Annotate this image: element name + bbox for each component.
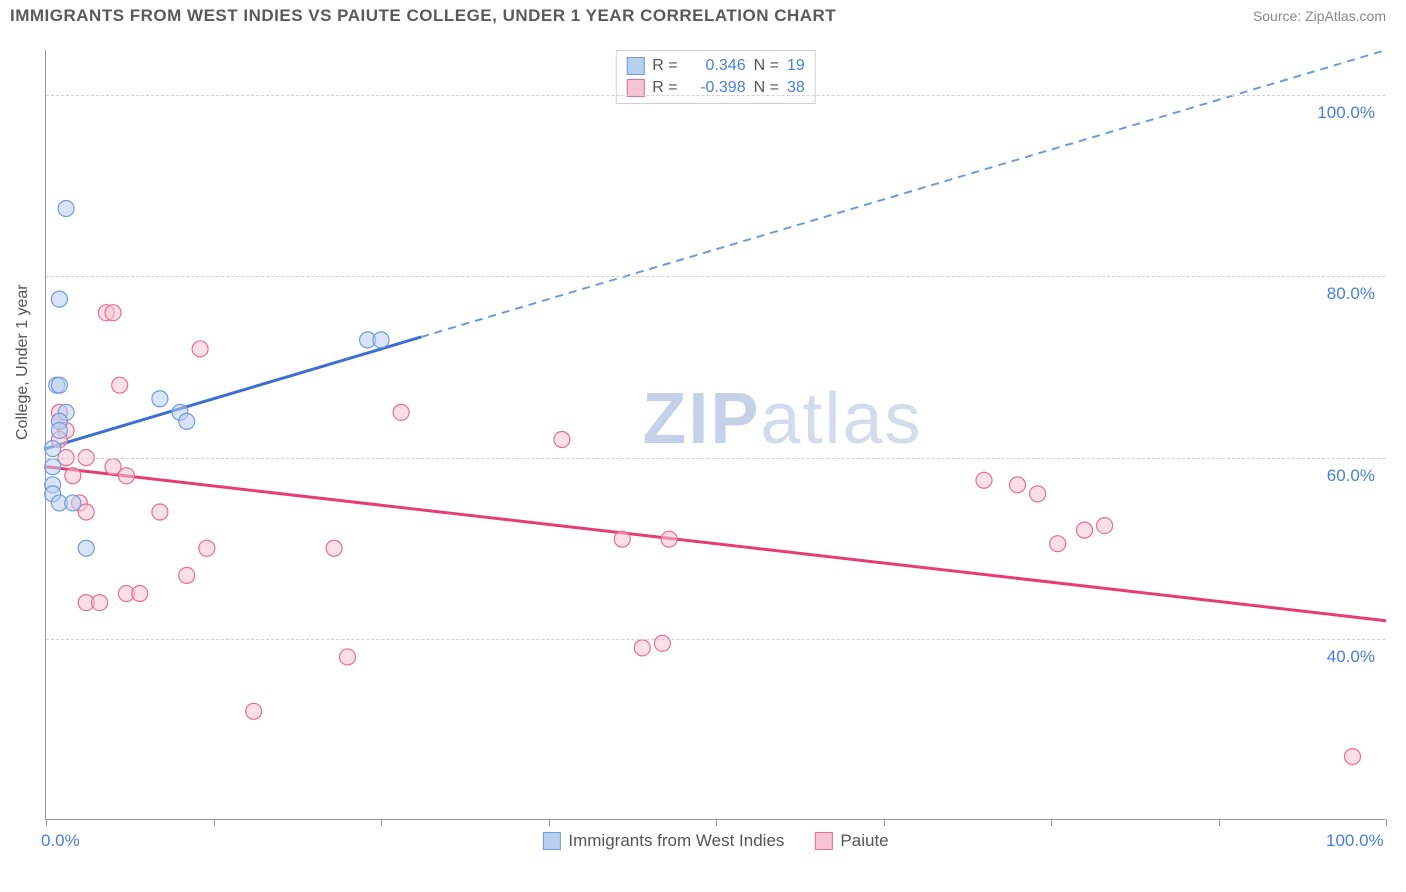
- data-point: [65, 495, 81, 511]
- legend-r-label: R =: [652, 55, 677, 77]
- legend-n-value: 19: [787, 55, 805, 77]
- data-point: [45, 459, 61, 475]
- x-tick: [381, 819, 382, 826]
- data-point: [199, 540, 215, 556]
- trend-line-dashed: [421, 50, 1386, 337]
- data-point: [246, 703, 262, 719]
- grid-line: [46, 639, 1385, 640]
- data-point: [661, 531, 677, 547]
- data-point: [614, 531, 630, 547]
- data-point: [1077, 522, 1093, 538]
- data-point: [1345, 749, 1361, 765]
- data-point: [179, 567, 195, 583]
- legend-series-label: Paiute: [840, 831, 888, 851]
- chart-header: IMMIGRANTS FROM WEST INDIES VS PAIUTE CO…: [0, 0, 1406, 32]
- grid-line: [46, 458, 1385, 459]
- grid-line: [46, 276, 1385, 277]
- data-point: [152, 504, 168, 520]
- data-point: [393, 404, 409, 420]
- data-point: [118, 468, 134, 484]
- legend-row-series-1: R = 0.346 N = 19: [626, 55, 804, 77]
- data-point: [51, 422, 67, 438]
- y-axis-label: College, Under 1 year: [14, 284, 32, 440]
- swatch-icon: [814, 832, 832, 850]
- source-label: Source: ZipAtlas.com: [1253, 8, 1386, 24]
- data-point: [45, 441, 61, 457]
- grid-line: [46, 95, 1385, 96]
- x-tick: [1386, 819, 1387, 826]
- chart-title: IMMIGRANTS FROM WEST INDIES VS PAIUTE CO…: [10, 6, 836, 26]
- x-tick: [1051, 819, 1052, 826]
- data-point: [105, 305, 121, 321]
- swatch-icon: [626, 57, 644, 75]
- data-point: [1030, 486, 1046, 502]
- legend-item-series-2: Paiute: [814, 831, 888, 851]
- data-point: [92, 595, 108, 611]
- x-tick: [1219, 819, 1220, 826]
- x-tick: [46, 819, 47, 826]
- data-point: [1097, 518, 1113, 534]
- x-tick: [716, 819, 717, 826]
- data-point: [65, 468, 81, 484]
- data-point: [554, 432, 570, 448]
- swatch-icon: [542, 832, 560, 850]
- legend-item-series-1: Immigrants from West Indies: [542, 831, 784, 851]
- trend-line: [46, 337, 421, 449]
- data-point: [51, 291, 67, 307]
- x-tick-label: 100.0%: [1326, 831, 1384, 851]
- data-point: [132, 586, 148, 602]
- data-point: [78, 540, 94, 556]
- trend-line: [46, 467, 1386, 621]
- y-tick-label: 40.0%: [1327, 647, 1375, 667]
- y-tick-label: 100.0%: [1317, 103, 1375, 123]
- data-point: [152, 391, 168, 407]
- data-point: [179, 413, 195, 429]
- y-tick-label: 80.0%: [1327, 284, 1375, 304]
- legend-series-label: Immigrants from West Indies: [568, 831, 784, 851]
- data-point: [112, 377, 128, 393]
- data-point: [1050, 536, 1066, 552]
- data-point: [58, 201, 74, 217]
- y-tick-label: 60.0%: [1327, 466, 1375, 486]
- data-point: [340, 649, 356, 665]
- legend-r-value: 0.346: [686, 55, 746, 77]
- data-point: [373, 332, 389, 348]
- data-point: [51, 377, 67, 393]
- series-legend: Immigrants from West Indies Paiute: [542, 831, 888, 851]
- data-point: [634, 640, 650, 656]
- data-point: [192, 341, 208, 357]
- data-point: [1010, 477, 1026, 493]
- data-point: [326, 540, 342, 556]
- x-tick-label: 0.0%: [41, 831, 80, 851]
- x-tick: [884, 819, 885, 826]
- data-point: [976, 472, 992, 488]
- plot-svg: [46, 50, 1385, 819]
- plot-area: ZIPatlas R = 0.346 N = 19 R = -0.398 N =…: [45, 50, 1385, 820]
- data-point: [654, 635, 670, 651]
- legend-n-label: N =: [754, 55, 779, 77]
- x-tick: [549, 819, 550, 826]
- x-tick: [214, 819, 215, 826]
